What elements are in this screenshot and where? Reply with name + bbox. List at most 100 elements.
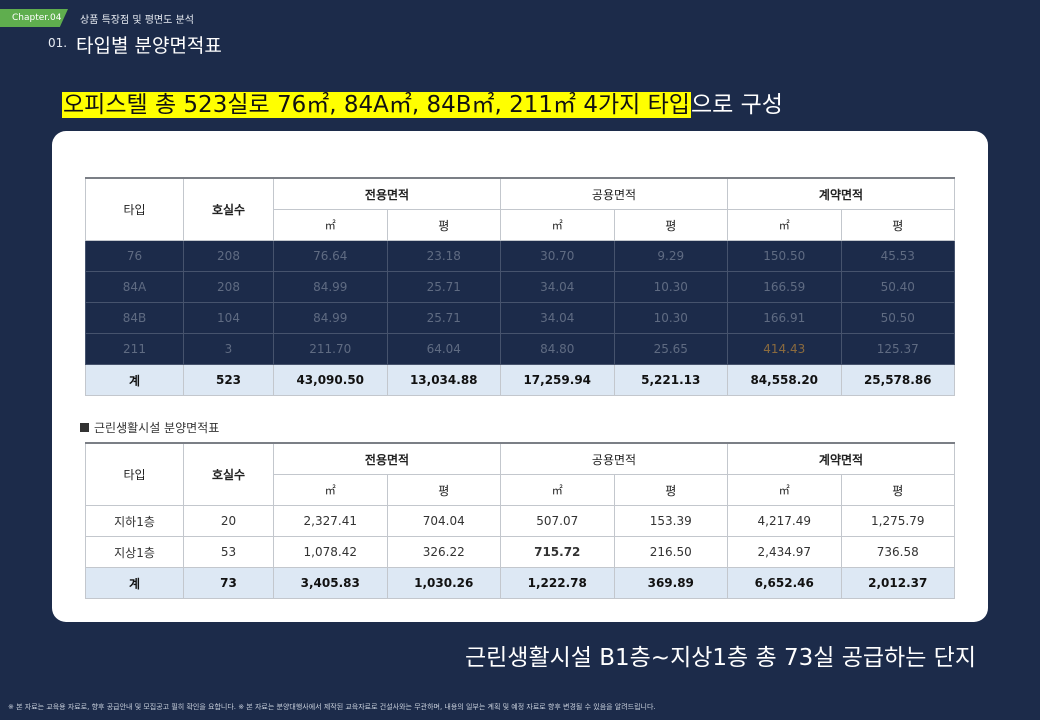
cell-common-sqm: 34.04 xyxy=(500,302,615,334)
table-row: 지하1층 20 2,327.41 704.04 507.07 153.39 4,… xyxy=(85,505,955,537)
cell-common-sqm: 30.70 xyxy=(500,240,615,272)
table-total-row: 계 523 43,090.50 13,034.88 17,259.94 5,22… xyxy=(85,364,955,396)
cell-contract-sqm: 414.43 xyxy=(727,333,842,365)
cell-exclusive-sqm: 2,327.41 xyxy=(273,505,388,537)
cell-contract-sqm: 6,652.46 xyxy=(727,567,842,599)
cell-contract-sqm: 4,217.49 xyxy=(727,505,842,537)
section-number: 01. xyxy=(48,36,68,50)
cell-count: 523 xyxy=(183,364,274,396)
header-exclusive-area: 전용면적 xyxy=(273,177,501,210)
cell-count: 20 xyxy=(183,505,274,537)
cell-common-pyeong: 369.89 xyxy=(613,567,728,599)
cell-common-sqm: 34.04 xyxy=(500,271,615,303)
cell-contract-pyeong: 125.37 xyxy=(840,333,955,365)
square-bullet-icon xyxy=(80,423,89,432)
cell-exclusive-pyeong: 326.22 xyxy=(386,536,501,568)
cell-contract-pyeong: 1,275.79 xyxy=(840,505,955,537)
retail-caption-text: 근린생활시설 분양면적표 xyxy=(94,421,220,435)
headline-rest: 으로 구성 xyxy=(690,92,783,118)
header-exclusive-area: 전용면적 xyxy=(273,442,501,475)
cell-count: 73 xyxy=(183,567,274,599)
disclaimer-footnote: ※ 본 자료는 교육용 자료로, 향후 공급안내 및 모집공고 필히 확인을 요… xyxy=(8,703,656,711)
cell-count: 208 xyxy=(183,240,274,272)
cell-exclusive-pyeong: 23.18 xyxy=(386,240,501,272)
summary-line: 근린생활시설 B1층~지상1층 총 73실 공급하는 단지 xyxy=(464,645,976,671)
header-unit-sqm: ㎡ xyxy=(273,474,388,506)
header-unit-pyeong: 평 xyxy=(386,474,501,506)
cell-contract-sqm: 166.91 xyxy=(727,302,842,334)
area-table-card: 타입 호실수 전용면적 공용면적 계약면적 ㎡ 평 ㎡ 평 ㎡ 평 76 208… xyxy=(52,131,988,622)
cell-exclusive-pyeong: 1,030.26 xyxy=(386,567,501,599)
table-row: 지상1층 53 1,078.42 326.22 715.72 216.50 2,… xyxy=(85,536,955,568)
cell-common-sqm: 17,259.94 xyxy=(500,364,615,396)
cell-exclusive-sqm: 43,090.50 xyxy=(273,364,388,396)
chapter-tag: Chapter.04 xyxy=(0,9,68,27)
cell-common-pyeong: 5,221.13 xyxy=(613,364,728,396)
cell-common-pyeong: 216.50 xyxy=(613,536,728,568)
table-row: 211 3 211.70 64.04 84.80 25.65 414.43 12… xyxy=(85,333,955,365)
cell-contract-pyeong: 50.50 xyxy=(840,302,955,334)
table-row: 84B 104 84.99 25.71 34.04 10.30 166.91 5… xyxy=(85,302,955,334)
cell-exclusive-sqm: 84.99 xyxy=(273,271,388,303)
header-unit-pyeong: 평 xyxy=(613,474,728,506)
cell-common-sqm: 1,222.78 xyxy=(500,567,615,599)
table-row: 76 208 76.64 23.18 30.70 9.29 150.50 45.… xyxy=(85,240,955,272)
cell-exclusive-pyeong: 704.04 xyxy=(386,505,501,537)
cell-common-pyeong: 9.29 xyxy=(613,240,728,272)
cell-contract-pyeong: 45.53 xyxy=(840,240,955,272)
header-count: 호실수 xyxy=(183,177,274,241)
cell-type: 211 xyxy=(85,333,184,365)
cell-common-sqm: 84.80 xyxy=(500,333,615,365)
cell-contract-sqm: 166.59 xyxy=(727,271,842,303)
retail-table-caption: 근린생활시설 분양면적표 xyxy=(80,419,219,436)
cell-type: 지하1층 xyxy=(85,505,184,537)
cell-contract-pyeong: 50.40 xyxy=(840,271,955,303)
header-unit-sqm: ㎡ xyxy=(500,209,615,241)
cell-type: 84B xyxy=(85,302,184,334)
table-row: 84A 208 84.99 25.71 34.04 10.30 166.59 5… xyxy=(85,271,955,303)
header-unit-sqm: ㎡ xyxy=(500,474,615,506)
cell-contract-sqm: 84,558.20 xyxy=(727,364,842,396)
headline: 오피스텔 총 523실로 76㎡, 84A㎡, 84B㎡, 211㎡ 4가지 타… xyxy=(62,85,783,119)
cell-count: 208 xyxy=(183,271,274,303)
header-type: 타입 xyxy=(85,442,184,506)
header-unit-pyeong: 평 xyxy=(840,209,955,241)
header-common-area: 공용면적 xyxy=(500,177,728,210)
cell-exclusive-sqm: 76.64 xyxy=(273,240,388,272)
header-unit-sqm: ㎡ xyxy=(273,209,388,241)
cell-exclusive-sqm: 84.99 xyxy=(273,302,388,334)
headline-highlight: 오피스텔 총 523실로 76㎡, 84A㎡, 84B㎡, 211㎡ 4가지 타… xyxy=(62,92,691,118)
cell-count: 104 xyxy=(183,302,274,334)
header-type: 타입 xyxy=(85,177,184,241)
header-unit-pyeong: 평 xyxy=(840,474,955,506)
cell-exclusive-pyeong: 25.71 xyxy=(386,271,501,303)
cell-contract-pyeong: 25,578.86 xyxy=(840,364,955,396)
cell-exclusive-pyeong: 13,034.88 xyxy=(386,364,501,396)
retail-area-table: 타입 호실수 전용면적 공용면적 계약면적 ㎡ 평 ㎡ 평 ㎡ 평 지하1층 2… xyxy=(85,442,955,599)
chapter-title: 상품 특장점 및 평면도 분석 xyxy=(80,15,194,26)
cell-contract-pyeong: 736.58 xyxy=(840,536,955,568)
header-unit-sqm: ㎡ xyxy=(727,209,842,241)
cell-common-pyeong: 25.65 xyxy=(613,333,728,365)
cell-exclusive-sqm: 3,405.83 xyxy=(273,567,388,599)
header-unit-pyeong: 평 xyxy=(386,209,501,241)
cell-common-sqm: 715.72 xyxy=(500,536,615,568)
header-contract-area: 계약면적 xyxy=(727,442,955,475)
table-total-row: 계 73 3,405.83 1,030.26 1,222.78 369.89 6… xyxy=(85,567,955,599)
cell-common-pyeong: 10.30 xyxy=(613,271,728,303)
cell-exclusive-sqm: 211.70 xyxy=(273,333,388,365)
page-title: 타입별 분양면적표 xyxy=(76,35,222,57)
header-unit-pyeong: 평 xyxy=(613,209,728,241)
cell-common-pyeong: 10.30 xyxy=(613,302,728,334)
officetel-area-table: 타입 호실수 전용면적 공용면적 계약면적 ㎡ 평 ㎡ 평 ㎡ 평 76 208… xyxy=(85,177,955,396)
cell-exclusive-sqm: 1,078.42 xyxy=(273,536,388,568)
cell-type: 계 xyxy=(85,567,184,599)
cell-contract-sqm: 2,434.97 xyxy=(727,536,842,568)
cell-type: 지상1층 xyxy=(85,536,184,568)
header-unit-sqm: ㎡ xyxy=(727,474,842,506)
cell-type: 계 xyxy=(85,364,184,396)
cell-contract-sqm: 150.50 xyxy=(727,240,842,272)
cell-count: 53 xyxy=(183,536,274,568)
cell-exclusive-pyeong: 64.04 xyxy=(386,333,501,365)
header-contract-area: 계약면적 xyxy=(727,177,955,210)
